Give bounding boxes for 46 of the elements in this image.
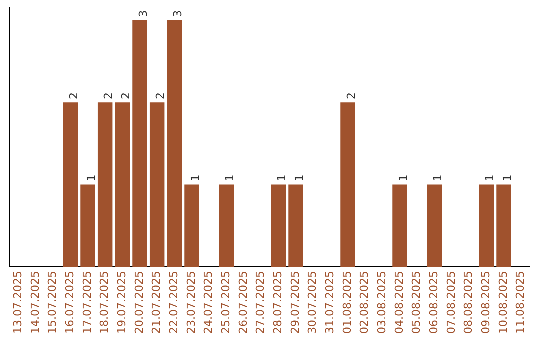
data-label: 2 <box>344 92 358 100</box>
data-label: 1 <box>484 174 497 182</box>
x-tick-label: 25.07.2025 <box>220 271 233 334</box>
x-tick-label: 08.08.2025 <box>462 271 476 334</box>
data-label: 1 <box>224 174 237 182</box>
data-label: 1 <box>432 174 445 182</box>
x-tick-label: 04.08.2025 <box>392 271 406 334</box>
data-label: 3 <box>136 10 150 18</box>
x-tick-label: 03.08.2025 <box>376 271 389 334</box>
x-tick-label: 11.08.2025 <box>514 271 528 334</box>
x-tick-label: 06.08.2025 <box>428 271 441 334</box>
x-tick-label: 26.07.2025 <box>236 271 250 334</box>
x-tick-label: 05.08.2025 <box>410 271 424 334</box>
data-label: 1 <box>396 174 410 182</box>
x-tick-label: 29.07.2025 <box>288 271 302 334</box>
x-tick-label: 18.07.2025 <box>98 271 112 334</box>
x-tick-label: 15.07.2025 <box>46 271 60 334</box>
data-label: 2 <box>102 92 116 100</box>
x-tick-label: 24.07.2025 <box>202 271 216 334</box>
x-tick-label: 14.07.2025 <box>28 271 42 334</box>
data-label: 1 <box>84 174 98 182</box>
data-label: 1 <box>188 174 202 182</box>
x-tick-label: 27.07.2025 <box>254 271 268 334</box>
data-label: 1 <box>292 174 306 182</box>
x-tick-label: 30.07.2025 <box>306 271 320 334</box>
data-label: 2 <box>68 92 81 100</box>
x-tick-label: 23.07.2025 <box>184 271 198 334</box>
x-tick-label: 13.07.2025 <box>12 271 25 334</box>
x-tick-label: 21.07.2025 <box>150 271 164 334</box>
data-label: 1 <box>500 174 514 182</box>
data-label: 2 <box>120 92 133 100</box>
x-tick-label: 17.07.2025 <box>80 271 94 334</box>
x-tick-label: 20.07.2025 <box>132 271 146 334</box>
x-tick-label: 01.08.2025 <box>340 271 354 334</box>
x-tick-label: 19.07.2025 <box>116 271 129 334</box>
x-tick-label: 10.08.2025 <box>496 271 510 334</box>
data-label: 2 <box>154 92 168 100</box>
x-tick-label: 07.08.2025 <box>444 271 458 334</box>
x-tick-label: 28.07.2025 <box>272 271 285 334</box>
x-tick-label: 16.07.2025 <box>64 271 77 334</box>
data-label: 3 <box>172 10 185 18</box>
x-tick-label: 31.07.2025 <box>324 271 337 334</box>
x-tick-label: 02.08.2025 <box>358 271 372 334</box>
x-tick-label: 09.08.2025 <box>480 271 493 334</box>
x-tick-label: 22.07.2025 <box>168 271 181 334</box>
data-label: 1 <box>276 174 289 182</box>
